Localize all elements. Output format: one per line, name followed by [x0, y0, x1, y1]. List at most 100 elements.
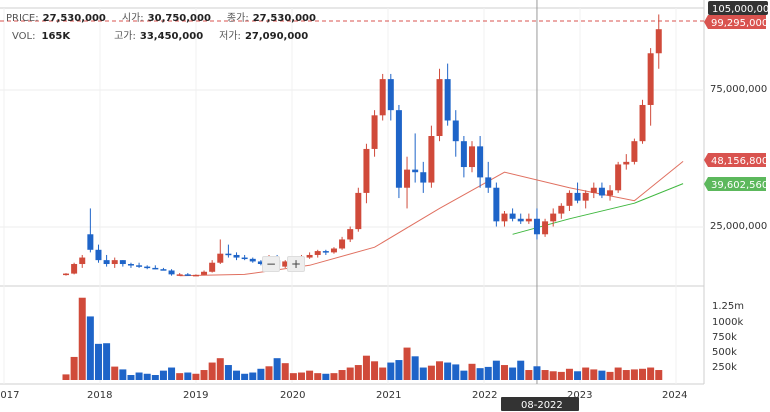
volume-bar — [224, 365, 232, 380]
volume-bar — [630, 369, 638, 380]
volume-bar — [346, 367, 354, 380]
candle-body — [144, 266, 151, 269]
candle-body — [119, 260, 126, 265]
crosshair-date-tag: 08-2022 — [521, 400, 563, 411]
volume-bar — [411, 356, 419, 380]
volume-bar — [257, 368, 265, 380]
volume-bar — [208, 362, 216, 380]
volume-bar — [419, 367, 427, 380]
candle-body — [501, 213, 508, 222]
ma-long-tag-bg — [704, 177, 766, 191]
candle-body — [412, 169, 419, 173]
candle-body — [469, 146, 475, 168]
ohlc-row-1: PRICE: 27,530,000 시가: 30,750,000 종가: 27,… — [6, 10, 332, 28]
current-tag: 99,295,000 — [711, 18, 768, 29]
candle-body — [103, 260, 110, 265]
price-tick-75m: 75,000,000 — [710, 84, 767, 95]
price-tick-25m: 25,000,000 — [710, 221, 767, 232]
volume-tick-750k: 750k — [712, 332, 737, 343]
close-label: 종가: — [226, 13, 249, 24]
volume-bar — [103, 343, 111, 380]
ohlc-legend: PRICE: 27,530,000 시가: 30,750,000 종가: 27,… — [6, 10, 332, 46]
volume-bar — [297, 372, 305, 380]
volume-bar — [427, 365, 435, 380]
candle-body — [477, 146, 484, 178]
candle-body — [87, 234, 94, 250]
volume-bar — [62, 374, 70, 380]
candle-body — [387, 79, 394, 111]
volume-bar — [314, 373, 322, 380]
volume-tick-250k: 250k — [712, 362, 737, 373]
volume-bar — [403, 347, 411, 380]
zoom-in-button[interactable]: + — [287, 256, 305, 272]
candle-body — [639, 104, 646, 142]
volume-bar — [159, 370, 167, 380]
candle-body — [655, 29, 662, 54]
volume-bar — [582, 367, 590, 380]
time-label-2017: 2017 — [0, 390, 19, 401]
candle-body — [590, 187, 597, 193]
volume-bar — [371, 361, 379, 380]
moving-average-long-line — [512, 183, 684, 235]
time-label-2021: 2021 — [376, 390, 401, 401]
volume-bar — [639, 368, 647, 380]
candle-body — [330, 248, 337, 253]
candle-body — [282, 261, 289, 267]
volume-bars — [62, 297, 663, 380]
time-label-2019: 2019 — [183, 390, 208, 401]
volume-tick-500k: 500k — [712, 347, 737, 358]
candle-body — [404, 169, 411, 188]
volume-bar — [151, 375, 159, 380]
candle-body — [233, 254, 240, 258]
candle-body — [525, 218, 532, 222]
candle-body — [371, 115, 378, 149]
volume-bar — [476, 368, 484, 380]
candle-body — [201, 271, 208, 275]
volume-bar — [354, 365, 362, 380]
candle-body — [184, 274, 191, 276]
candle-body — [623, 161, 630, 165]
volume-bar — [484, 366, 492, 380]
candle-body — [460, 141, 467, 168]
price-axis: 75,000,000 25,000,000 — [710, 84, 767, 232]
candle-body — [452, 120, 459, 142]
close-value: 27,530,000 — [252, 13, 316, 24]
candle-body — [558, 205, 565, 214]
volume-bar — [281, 363, 289, 380]
volume-bar — [111, 366, 119, 380]
current-tag-bg — [704, 15, 766, 29]
high-value: 33,450,000 — [139, 31, 204, 42]
high-tag-bg — [708, 1, 768, 15]
candle-body — [582, 192, 589, 201]
candle-body — [542, 221, 549, 235]
candle-body — [444, 79, 451, 121]
volume-bar — [387, 362, 395, 380]
candle-body — [71, 264, 78, 274]
open-label: 시가: — [121, 13, 144, 24]
open-value: 30,750,000 — [147, 13, 211, 24]
volume-bar — [273, 358, 281, 380]
volume-bar — [176, 373, 184, 380]
candle-body — [615, 164, 622, 191]
zoom-out-button[interactable]: − — [262, 256, 280, 272]
candle-body — [63, 273, 69, 276]
candle-body — [647, 53, 654, 105]
volume-tick-1000k: 1000k — [712, 317, 743, 328]
volume-bar — [200, 370, 208, 380]
volume-bar — [78, 297, 86, 380]
volume-bar — [533, 366, 541, 380]
candle-body — [168, 270, 175, 275]
candle-body — [322, 251, 329, 253]
time-label-2018: 2018 — [87, 390, 112, 401]
candle-body — [347, 229, 354, 240]
vol-label: VOL: — [12, 31, 36, 42]
volume-bar — [184, 372, 192, 380]
volume-bar — [289, 373, 297, 380]
candle-body — [217, 253, 224, 263]
volume-bar — [622, 370, 630, 380]
candle-body — [192, 274, 199, 277]
candle-body — [379, 79, 386, 116]
volume-bar — [452, 364, 460, 380]
crosshair-date-tag-bg — [501, 397, 579, 411]
